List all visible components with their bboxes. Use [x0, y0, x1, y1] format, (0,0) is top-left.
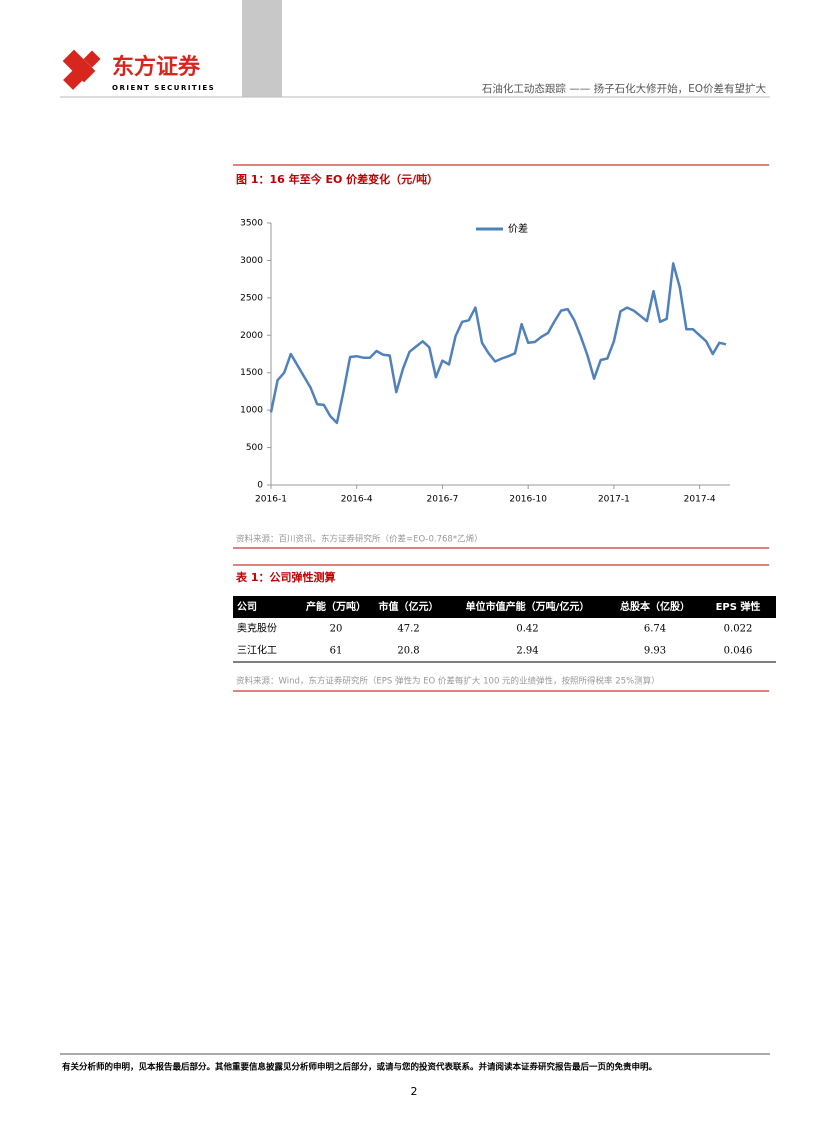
table-cell: 0.42 — [516, 624, 538, 635]
table-cell: 三江化工 — [237, 644, 277, 657]
y-tick-label: 3000 — [240, 256, 263, 266]
figure-source: 资料来源：百川资讯、东方证券研究所（价差=EO-0.768*乙烯） — [236, 534, 483, 545]
table-cell: 20 — [330, 624, 343, 635]
page-number: 2 — [411, 1085, 418, 1098]
y-tick-label: 2000 — [240, 331, 263, 341]
table-cell: 奥克股份 — [237, 622, 277, 635]
x-tick-label: 2016-1 — [255, 495, 287, 505]
table-cell: 9.93 — [644, 646, 666, 657]
table-header-cell: 公司 — [237, 601, 257, 613]
y-tick-label: 1000 — [240, 406, 263, 416]
x-tick-label: 2016-4 — [341, 495, 373, 505]
table-cell: 61 — [330, 646, 343, 657]
table-cell: 0.022 — [724, 624, 753, 635]
table-cell: 20.8 — [397, 646, 419, 657]
y-tick-label: 2500 — [240, 293, 263, 303]
table-header-cell: EPS 弹性 — [716, 600, 761, 613]
table-cell: 0.046 — [724, 646, 753, 657]
table-cell: 47.2 — [397, 624, 419, 635]
x-tick-label: 2016-7 — [427, 495, 459, 505]
x-tick-label: 2016-10 — [509, 495, 547, 505]
y-tick-label: 3500 — [240, 219, 263, 229]
footer-disclaimer: 有关分析师的申明，见本报告最后部分。其他重要信息披露见分析师申明之后部分，或请与… — [62, 1062, 657, 1073]
table-header-cell: 市值（亿元） — [379, 600, 439, 613]
y-tick-label: 0 — [257, 481, 263, 491]
logo-en: ORIENT SECURITIES — [112, 84, 215, 92]
y-tick-label: 1500 — [240, 368, 263, 378]
table-header-cell: 产能（万吨） — [306, 600, 366, 613]
y-tick-label: 500 — [246, 443, 263, 453]
logo — [62, 49, 101, 90]
table-cell: 6.74 — [644, 624, 666, 635]
x-tick-label: 2017-1 — [598, 495, 630, 505]
series-line — [269, 262, 727, 425]
x-tick-label: 2017-4 — [684, 495, 716, 505]
table-source: 资料来源：Wind，东方证券研究所（EPS 弹性为 EO 价差每扩大 100 元… — [236, 676, 660, 687]
logo-cn: 东方证券 — [112, 54, 201, 80]
table-header-bg — [233, 596, 776, 618]
header-bar — [242, 0, 282, 97]
legend-label: 价差 — [508, 222, 528, 235]
figure-caption: 图 1：16 年至今 EO 价差变化（元/吨） — [236, 172, 438, 186]
table-caption: 表 1：公司弹性测算 — [235, 570, 335, 584]
table-header-cell: 总股本（亿股） — [620, 600, 690, 613]
table-header-cell: 单位市值产能（万吨/亿元） — [466, 600, 590, 613]
report-title: 石油化工动态跟踪 —— 扬子石化大修开始，EO价差有望扩大 — [482, 82, 767, 95]
table-cell: 2.94 — [516, 646, 538, 657]
